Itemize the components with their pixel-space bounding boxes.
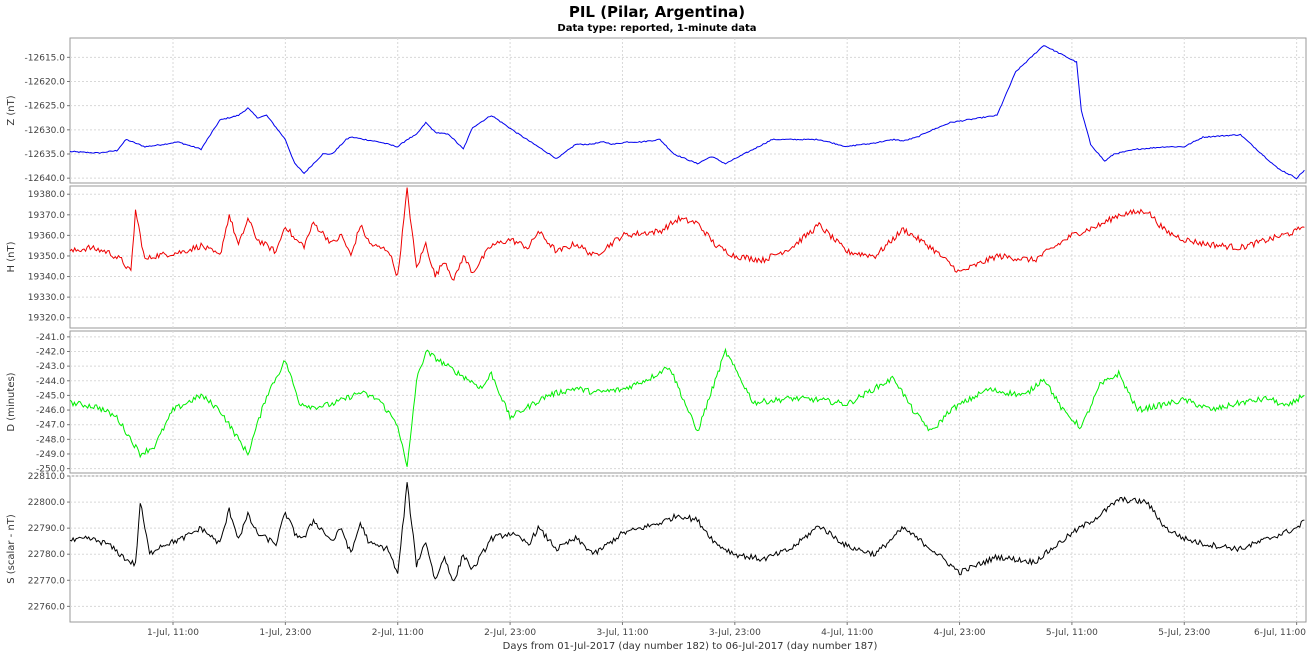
y-tick-label: 22810.0 xyxy=(28,472,65,482)
x-tick-label: 4-Jul, 23:00 xyxy=(934,628,986,638)
y-axis-label: H (nT) xyxy=(6,241,17,272)
y-tick-label: 22780.0 xyxy=(28,550,65,560)
panel-1: -12615.0 -12620.0 -12625.0 -12630.0 -12635.0… xyxy=(6,37,1307,184)
series-line xyxy=(69,347,1305,467)
y-tick-label: -242.0 xyxy=(36,347,65,357)
panel-frame xyxy=(69,185,1307,329)
x-axis: 1-Jul, 11:00 1-Jul, 23:00 2-Jul, 11:00 2-Ju… xyxy=(147,622,1306,638)
y-tick-label: -248.0 xyxy=(36,435,65,445)
panel-frame xyxy=(69,475,1307,623)
y-tick-label: 22800.0 xyxy=(28,498,65,508)
x-axis-label: Days from 01-Jul-2017 (day number 182) t… xyxy=(503,641,878,652)
y-tick-label: -12615.0 xyxy=(25,53,66,63)
y-tick-label: 19340.0 xyxy=(28,273,65,283)
series-line xyxy=(69,187,1305,281)
y-tick-label: 19380.0 xyxy=(28,190,65,200)
x-tick-label: 5-Jul, 11:00 xyxy=(1046,628,1098,638)
panel-frame xyxy=(69,330,1307,474)
x-tick-label: 5-Jul, 23:00 xyxy=(1158,628,1210,638)
y-tick-label: -12635.0 xyxy=(25,150,66,160)
x-tick-label: 3-Jul, 23:00 xyxy=(709,628,761,638)
x-tick-label: 1-Jul, 11:00 xyxy=(147,628,199,638)
y-tick-label: -243.0 xyxy=(36,362,65,372)
panel-2: 19380.0 19370.0 19360.0 19350.0 19340.0 19330… xyxy=(6,185,1307,329)
y-tick-label: 19360.0 xyxy=(28,231,65,241)
y-tick-label: 19330.0 xyxy=(28,293,65,303)
y-tick-label: 22790.0 xyxy=(28,524,65,534)
y-tick-label: -244.0 xyxy=(36,377,65,387)
y-tick-label: -250.0 xyxy=(36,465,65,475)
y-tick-label: 19350.0 xyxy=(28,252,65,262)
y-tick-label: -12625.0 xyxy=(25,102,66,112)
x-tick-label: 3-Jul, 11:00 xyxy=(596,628,648,638)
y-tick-label: 19320.0 xyxy=(28,314,65,324)
x-tick-label: 1-Jul, 23:00 xyxy=(259,628,311,638)
panel-frame xyxy=(69,37,1307,184)
y-tick-label: -12630.0 xyxy=(25,126,66,136)
y-tick-label: 22770.0 xyxy=(28,576,65,586)
y-tick-label: -245.0 xyxy=(36,391,65,401)
x-tick-label: 2-Jul, 11:00 xyxy=(372,628,424,638)
series-line xyxy=(69,482,1305,582)
y-axis-label: Z (nT) xyxy=(6,95,17,125)
panel-4: 22810.0 22800.0 22790.0 22780.0 22770.0 22760… xyxy=(6,472,1307,623)
y-axis-label: D (minutes) xyxy=(6,372,17,431)
y-tick-label: -12620.0 xyxy=(25,78,66,88)
y-tick-label: -249.0 xyxy=(36,450,65,460)
series-line xyxy=(69,45,1305,180)
panels-group: -12615.0 -12620.0 -12625.0 -12630.0 -12635.0… xyxy=(6,37,1307,623)
y-axis-label: S (scalar - nT) xyxy=(6,514,17,584)
y-tick-label: -246.0 xyxy=(36,406,65,416)
x-tick-label: 4-Jul, 11:00 xyxy=(821,628,873,638)
chart-subtitle: Data type: reported, 1-minute data xyxy=(557,23,756,34)
x-tick-label: 6-Jul, 11:00 xyxy=(1254,628,1306,638)
y-tick-label: -241.0 xyxy=(36,333,65,343)
x-tick-label: 2-Jul, 23:00 xyxy=(484,628,536,638)
panel-3: -241.0 -242.0 -243.0 -244.0 -245.0 -246.0 -247… xyxy=(6,330,1307,475)
y-tick-label: -247.0 xyxy=(36,421,65,431)
chart-title: PIL (Pilar, Argentina) xyxy=(569,3,745,21)
y-tick-label: -12640.0 xyxy=(25,174,66,184)
y-tick-label: 19370.0 xyxy=(28,211,65,221)
y-tick-label: 22760.0 xyxy=(28,602,65,612)
